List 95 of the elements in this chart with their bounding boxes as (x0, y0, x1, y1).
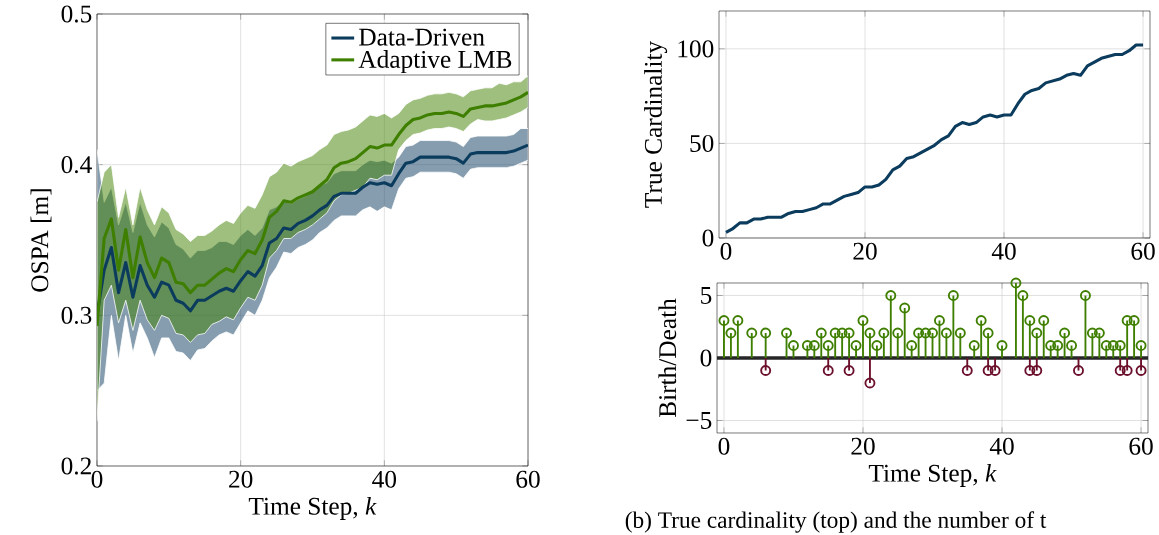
point (1135, 340, 1147, 351)
point (815, 327, 827, 339)
y-tick-label: 100 (678, 40, 714, 58)
point (1031, 327, 1043, 339)
point (982, 365, 994, 376)
point (781, 327, 792, 339)
point (801, 340, 813, 351)
point (822, 340, 834, 351)
point (760, 327, 772, 339)
point (920, 327, 932, 339)
y-tick-label: 0.5 (61, 5, 92, 23)
point (954, 327, 966, 339)
x-tick-label: 20 (853, 242, 877, 260)
point (822, 365, 834, 376)
point (1135, 365, 1147, 376)
point (1052, 340, 1064, 351)
point (899, 302, 911, 314)
point (982, 327, 994, 339)
x-tick-label: 40 (991, 242, 1016, 260)
point (1079, 290, 1091, 301)
x-tick-label: 20 (851, 437, 875, 455)
point (746, 327, 758, 339)
point (871, 340, 883, 351)
point (760, 365, 772, 376)
point (1073, 365, 1084, 376)
x-tick-label: 40 (372, 470, 397, 488)
legend-label: Adaptive LMB (358, 50, 512, 74)
y-axis-title: Birth/Death (658, 298, 677, 418)
point (933, 315, 945, 326)
point (857, 315, 869, 326)
point (1114, 340, 1126, 351)
point (996, 340, 1008, 351)
y-axis-title: OSPA [m] (30, 189, 52, 292)
point (906, 340, 918, 351)
y-axis-title: True Cardinality (644, 40, 668, 208)
point (843, 327, 855, 339)
y-tick-label: 0.2 (61, 457, 91, 475)
point (989, 365, 1001, 376)
point (1024, 315, 1036, 326)
x-tick-label: 0 (720, 242, 732, 260)
point (1017, 290, 1029, 301)
point (940, 327, 952, 339)
point (1038, 315, 1050, 326)
point (864, 377, 876, 389)
point (1093, 327, 1105, 339)
point (927, 327, 938, 339)
x-tick-label: 60 (1131, 242, 1155, 260)
point (843, 365, 855, 376)
point (885, 290, 897, 301)
point (725, 327, 737, 339)
y-tick-label: 0.4 (61, 156, 92, 174)
x-tick-label: 20 (229, 470, 253, 488)
text: (b) True cardinality (top) and the number of t (625, 511, 1047, 533)
point (732, 315, 744, 326)
point (1010, 277, 1022, 289)
point (808, 340, 820, 351)
point (878, 327, 890, 339)
x-tick-label: 0 (718, 437, 730, 455)
x-tick-label: 40 (989, 437, 1014, 455)
x-tick-label: 0 (91, 470, 103, 488)
point (1121, 315, 1133, 326)
point (1128, 315, 1140, 326)
y-tick-label: 0.3 (61, 306, 92, 324)
point (850, 340, 862, 351)
point (836, 327, 848, 339)
point (1107, 340, 1119, 351)
point (961, 365, 973, 376)
point (975, 315, 987, 326)
point (1045, 340, 1057, 351)
point (892, 327, 904, 339)
point (1114, 365, 1126, 376)
point (1086, 327, 1098, 339)
point (968, 340, 980, 351)
point (1066, 340, 1078, 351)
point (829, 327, 841, 339)
point (1100, 340, 1112, 351)
point (1059, 327, 1071, 339)
x-axis-title: Time Step, k (248, 496, 377, 520)
y-tick-label: 0 (702, 229, 714, 247)
point (788, 340, 799, 351)
point (913, 327, 925, 339)
y-tick-label: 0 (700, 349, 712, 367)
x-tick-label: 60 (1129, 437, 1153, 455)
x-tick-label: 60 (516, 470, 540, 488)
legend-label: Data-Driven (359, 28, 485, 46)
point (947, 290, 959, 301)
point (718, 315, 730, 326)
point (1024, 365, 1036, 376)
point (1031, 365, 1043, 376)
x-axis-title: Time Step, k (868, 463, 997, 487)
y-tick-label: −5 (686, 412, 712, 429)
point (1121, 365, 1133, 376)
y-tick-label: 50 (690, 134, 714, 152)
point (864, 327, 876, 339)
y-tick-label: 5 (701, 287, 712, 304)
